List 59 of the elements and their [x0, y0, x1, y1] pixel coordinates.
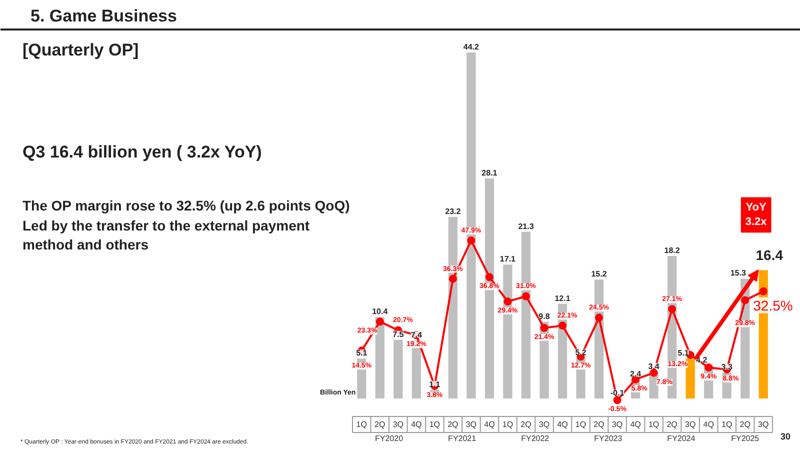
data-label: 7.4 — [410, 330, 423, 340]
data-label: 15.3 — [730, 268, 746, 278]
x-tick-label: 4Q — [703, 420, 714, 429]
text: The OP margin rose to 32.5% (up 2.6 points QoQ) — [22, 198, 350, 214]
text: FY2025 — [731, 434, 760, 443]
data-label: 5.2 — [575, 348, 587, 357]
x-tick-label: 4Q — [411, 420, 422, 429]
data-label: 2.4 — [630, 370, 642, 379]
x-tick-label: 3Q — [612, 420, 623, 429]
x-tick-label: 2Q — [374, 420, 386, 429]
x-tick-label: 1Q — [722, 420, 732, 429]
x-tick-label: 4Q — [557, 420, 568, 429]
x-tick-label: 2Q — [666, 420, 678, 429]
text: [Quarterly OP] — [22, 40, 139, 60]
data-label: 1.1 — [429, 380, 441, 389]
text: FY2023 — [594, 434, 623, 443]
data-label: 17.1 — [500, 254, 516, 264]
text: 30 — [780, 432, 791, 442]
data-label: 3.4 — [648, 362, 660, 371]
text: FY2024 — [667, 434, 696, 443]
data-label: 5.1 — [678, 348, 690, 358]
x-tick-label: 1Q — [648, 420, 660, 429]
x-tick-label: 3Q — [758, 420, 769, 429]
text: FY2022 — [521, 434, 550, 443]
data-label: 32.5% — [753, 297, 793, 314]
x-tick-label: 2Q — [448, 420, 458, 429]
data-label: 9.8 — [538, 312, 550, 321]
x-tick-label: 3Q — [466, 420, 477, 429]
x-tick-label: 1Q — [575, 420, 586, 429]
data-label: 7.5 — [392, 330, 404, 339]
data-label: 18.2 — [664, 246, 680, 256]
x-tick-label: 3Q — [684, 420, 696, 429]
data-label: 44.2 — [463, 42, 480, 52]
annotation: YoY 3.2x — [745, 202, 768, 228]
data-label: 5.1 — [356, 348, 368, 358]
text: Led by the transfer to the external payment method and others — [22, 218, 310, 252]
x-tick-label: 3Q — [538, 420, 550, 429]
data-label: 16.4 — [756, 247, 784, 264]
data-label: 10.4 — [372, 307, 388, 316]
x-tick-label: 2Q — [740, 420, 750, 429]
data-label: 3.3 — [721, 362, 733, 372]
data-label: 23.2 — [445, 206, 462, 216]
x-tick-label: 2Q — [594, 420, 604, 429]
data-label: 21.3 — [518, 222, 534, 231]
x-tick-label: 1Q — [356, 420, 367, 429]
text: FY2020 — [375, 434, 404, 443]
text: 5. Game Business — [30, 6, 177, 26]
data-label: -0.1 — [610, 388, 625, 398]
x-tick-label: 1Q — [429, 420, 440, 429]
text: Q3 16.4 billion yen ( 3.2x YoY) — [22, 142, 262, 162]
x-tick-label: 4Q — [484, 420, 495, 429]
text: FY2021 — [448, 434, 477, 443]
x-tick-label: 1Q — [502, 420, 514, 429]
data-label: 15.2 — [591, 270, 608, 279]
x-tick-label: 2Q — [520, 420, 532, 429]
data-label: 28.1 — [482, 168, 498, 178]
x-tick-label: 3Q — [392, 420, 404, 429]
data-label: 12.1 — [554, 294, 571, 303]
x-tick-label: 4Q — [630, 420, 641, 429]
